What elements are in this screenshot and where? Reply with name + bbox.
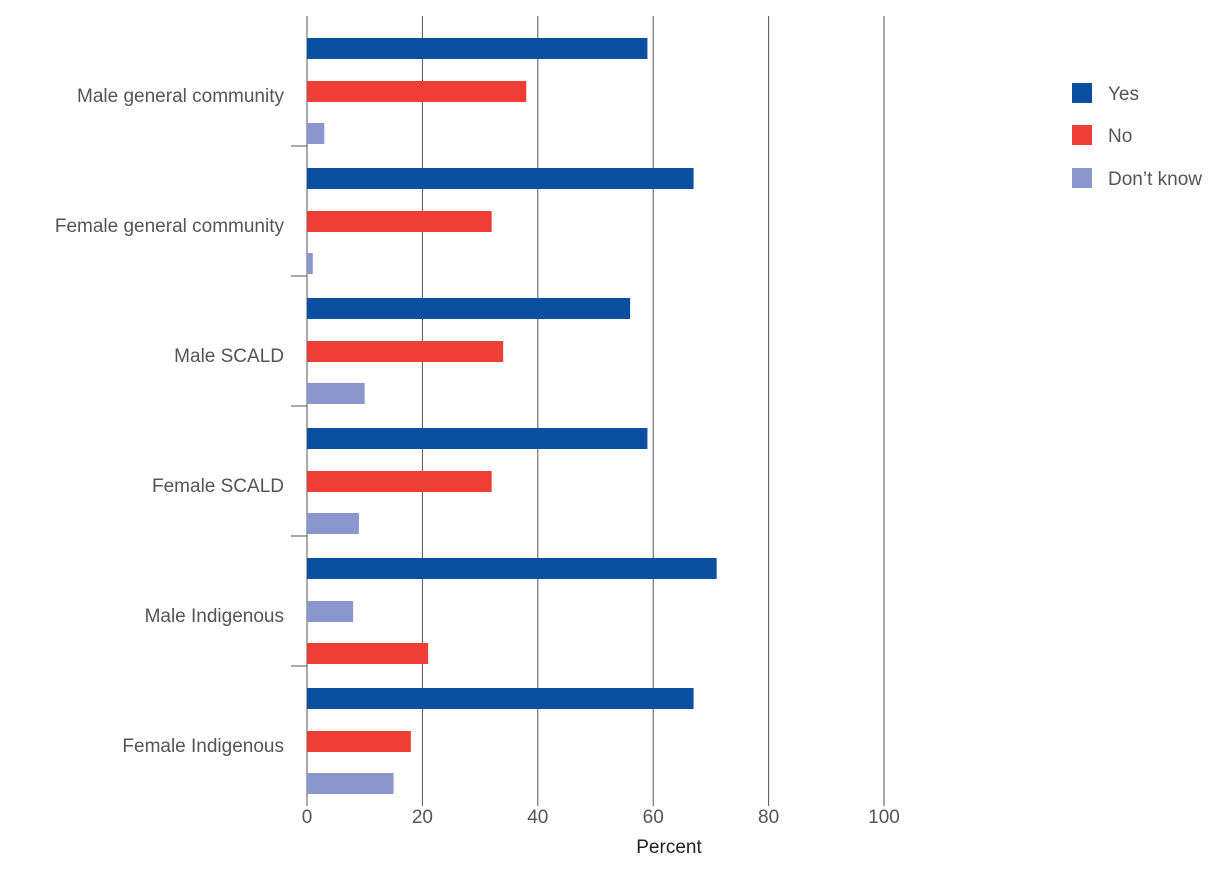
- category-labels: Male general community Female general com…: [55, 86, 285, 757]
- legend-label-no: No: [1108, 126, 1132, 147]
- bar-don-t-know: [307, 773, 394, 794]
- bar-yes: [307, 38, 648, 59]
- category-label: Male Indigenous: [145, 606, 284, 627]
- bar-don-t-know: [307, 383, 365, 404]
- bar-no: [307, 731, 411, 752]
- bar-no: [307, 471, 492, 492]
- bar-don-t-know: [307, 123, 325, 144]
- bar-don-t-know: [307, 513, 359, 534]
- legend-label-yes: Yes: [1108, 84, 1139, 105]
- x-tick-labels: 0 20 40 60 80 100: [302, 807, 900, 828]
- bar-don-t-know: [307, 601, 354, 622]
- bar-don-t-know: [307, 253, 313, 274]
- bar-yes: [307, 298, 631, 319]
- category-label: Female SCALD: [152, 476, 284, 497]
- x-tick-label: 100: [868, 807, 900, 828]
- bars: [307, 38, 717, 794]
- x-axis-title: Percent: [636, 837, 702, 858]
- category-label: Male general community: [77, 86, 284, 107]
- category-label: Female general community: [55, 216, 285, 237]
- bar-yes: [307, 168, 694, 189]
- bar-no: [307, 211, 492, 232]
- bar-no: [307, 643, 429, 664]
- legend-label-dont-know: Don’t know: [1108, 169, 1202, 190]
- legend-swatch-yes: [1072, 83, 1092, 103]
- x-tick-label: 80: [758, 807, 779, 828]
- legend-swatch-no: [1072, 125, 1092, 145]
- category-label: Female Indigenous: [122, 736, 284, 757]
- x-tick-label: 60: [643, 807, 664, 828]
- x-tick-label: 0: [302, 807, 313, 828]
- legend: Yes No Don’t know: [1072, 83, 1202, 190]
- legend-swatch-dont-know: [1072, 168, 1092, 188]
- bar-yes: [307, 558, 717, 579]
- bar-no: [307, 81, 527, 102]
- bar-yes: [307, 428, 648, 449]
- bar-yes: [307, 688, 694, 709]
- bar-no: [307, 341, 504, 362]
- x-tick-label: 40: [527, 807, 548, 828]
- x-tick-label: 20: [412, 807, 433, 828]
- category-label: Male SCALD: [174, 346, 284, 367]
- gridlines: [291, 16, 885, 806]
